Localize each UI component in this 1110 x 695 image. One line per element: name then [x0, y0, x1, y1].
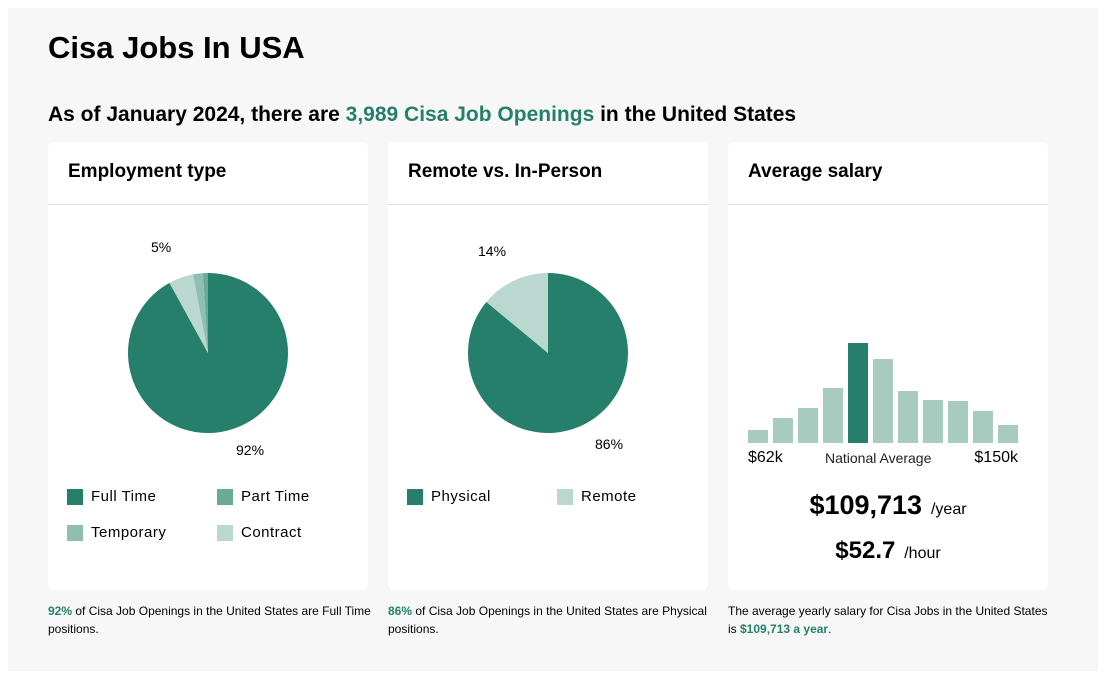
foot-value: $109,713 a year	[740, 622, 829, 636]
foot-pct: 86%	[388, 604, 413, 618]
pie-label-full-time: 92%	[236, 442, 265, 458]
remote-footnote: 86% of Cisa Job Openings in the United S…	[388, 602, 713, 638]
legend-temporary: Temporary	[67, 524, 166, 541]
salary-histogram	[748, 343, 1018, 443]
legend-full-time: Full Time	[67, 488, 156, 505]
remote-pie-chart	[468, 273, 628, 433]
hourly-unit: /hour	[904, 545, 941, 562]
salary-bar	[848, 343, 868, 443]
legend-contract: Contract	[217, 524, 302, 541]
swatch	[67, 488, 83, 505]
salary-bar	[998, 425, 1018, 443]
pie-slice-temporary	[193, 273, 208, 353]
foot-text: The average yearly salary for Cisa Jobs …	[728, 604, 1048, 636]
min-salary-label: $62k	[748, 449, 783, 466]
foot-text: of Cisa Job Openings in the United State…	[48, 604, 371, 636]
salary-bar	[973, 411, 993, 443]
national-average-label: National Average	[825, 450, 932, 466]
hourly-value: $52.7	[835, 537, 896, 564]
employment-pie-chart	[128, 273, 288, 433]
salary-card: Average salary $62k National Average $15…	[728, 142, 1048, 590]
legend-remote: Remote	[557, 488, 637, 505]
card-heading: Remote vs. In-Person	[388, 142, 708, 205]
legend-label: Physical	[431, 488, 491, 505]
salary-bar	[873, 359, 893, 443]
legend-label: Temporary	[91, 524, 167, 541]
pie-label-physical: 86%	[595, 436, 624, 452]
card-heading: Employment type	[48, 142, 368, 205]
salary-footnote: The average yearly salary for Cisa Jobs …	[728, 602, 1053, 638]
salary-bar	[948, 401, 968, 443]
subtitle: As of January 2024, there are 3,989 Cisa…	[48, 103, 796, 127]
yearly-value: $109,713	[809, 490, 923, 520]
legend-label: Remote	[581, 488, 637, 505]
legend-part-time: Part Time	[217, 488, 310, 505]
card-heading: Average salary	[728, 142, 1048, 205]
employment-footnote: 92% of Cisa Job Openings in the United S…	[48, 602, 373, 638]
yearly-unit: /year	[930, 501, 967, 518]
swatch	[67, 524, 83, 541]
salary-bar	[923, 400, 943, 443]
page-title: Cisa Jobs In USA	[48, 30, 305, 65]
pie-label-contract: 5%	[151, 239, 172, 255]
pie-slice-remote	[486, 273, 548, 353]
foot-end: .	[828, 622, 832, 636]
max-salary-label: $150k	[974, 449, 1018, 466]
subtitle-prefix: As of January 2024, there are	[48, 103, 346, 126]
legend-label: Full Time	[91, 488, 157, 505]
salary-bar	[748, 430, 768, 443]
subtitle-suffix: in the United States	[594, 103, 797, 126]
pie-slice-contract	[169, 274, 208, 353]
salary-bar	[898, 391, 918, 443]
openings-count: 3,989 Cisa Job Openings	[345, 103, 595, 126]
swatch	[407, 488, 423, 505]
salary-bar	[823, 388, 843, 443]
foot-pct: 92%	[48, 604, 73, 618]
foot-text: of Cisa Job Openings in the United State…	[388, 604, 707, 636]
pie-slice-part-time	[202, 273, 208, 353]
employment-type-card: Employment type 5% 92% Full Time Part Ti…	[48, 142, 368, 590]
swatch	[217, 524, 233, 541]
legend-physical: Physical	[407, 488, 491, 505]
yearly-salary: $109,713 /year	[728, 490, 1048, 521]
legend-label: Part Time	[241, 488, 310, 505]
page: Cisa Jobs In USA As of January 2024, the…	[8, 8, 1098, 671]
swatch	[217, 488, 233, 505]
salary-bar	[773, 418, 793, 443]
hourly-salary: $52.7 /hour	[728, 537, 1048, 565]
legend-label: Contract	[241, 524, 302, 541]
swatch	[557, 488, 573, 505]
salary-bar	[798, 408, 818, 443]
remote-card: Remote vs. In-Person 14% 86% Physical Re…	[388, 142, 708, 590]
pie-label-remote: 14%	[478, 243, 507, 259]
